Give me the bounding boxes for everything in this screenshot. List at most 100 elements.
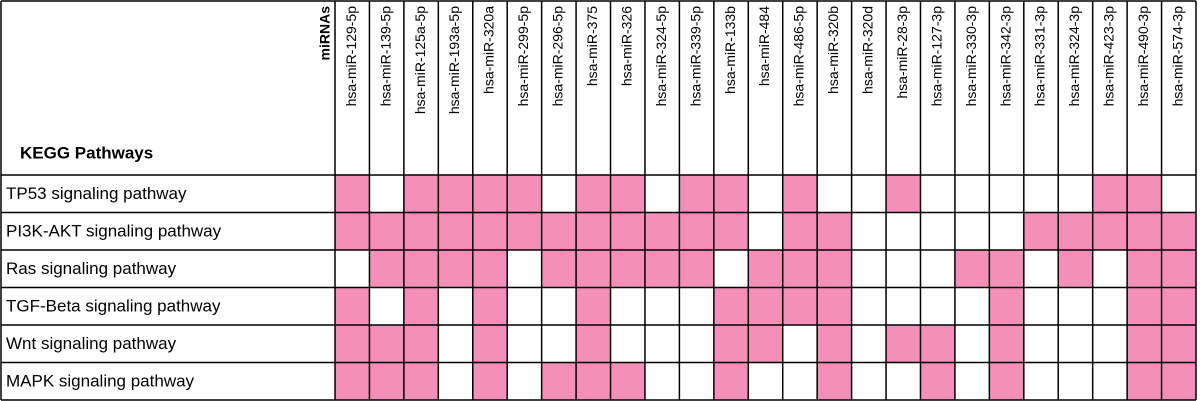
cell xyxy=(1092,325,1128,363)
cell xyxy=(851,212,887,250)
cell xyxy=(748,325,783,363)
cell xyxy=(610,287,645,325)
cell xyxy=(1161,362,1196,400)
cell xyxy=(335,362,370,400)
column-label: hsa-miR-320d xyxy=(860,6,876,94)
cell xyxy=(1058,250,1093,288)
cell xyxy=(576,175,611,213)
cell xyxy=(472,212,508,250)
cell xyxy=(438,362,473,400)
column-label: hsa-miR-375 xyxy=(584,6,600,86)
cell xyxy=(817,325,852,363)
cell xyxy=(438,287,473,325)
cell xyxy=(1161,250,1196,288)
cell xyxy=(713,250,749,288)
cell xyxy=(610,362,645,400)
cell xyxy=(1127,175,1162,213)
cell xyxy=(817,250,852,288)
column-label: hsa-miR-299-5p xyxy=(515,6,531,107)
cell xyxy=(817,287,852,325)
cell xyxy=(541,362,577,400)
cell xyxy=(335,212,370,250)
cell xyxy=(369,250,404,288)
cell xyxy=(576,287,611,325)
cell xyxy=(576,250,611,288)
cell xyxy=(886,250,921,288)
cell xyxy=(507,325,542,363)
cell xyxy=(886,287,921,325)
cell xyxy=(1023,212,1059,250)
cell xyxy=(507,362,542,400)
cell xyxy=(748,287,783,325)
cell xyxy=(920,212,955,250)
cell xyxy=(576,212,611,250)
cell xyxy=(472,362,508,400)
column-label: hsa-miR-324-5p xyxy=(653,6,669,107)
cell xyxy=(541,212,577,250)
column-label: hsa-miR-324-3p xyxy=(1066,6,1082,107)
cell xyxy=(576,325,611,363)
cell xyxy=(989,287,1024,325)
cell xyxy=(1058,362,1093,400)
column-label: hsa-miR-125a-5p xyxy=(412,6,428,114)
cell xyxy=(1058,175,1093,213)
column-label: hsa-miR-342-3p xyxy=(997,6,1013,107)
cell xyxy=(989,212,1024,250)
cell xyxy=(886,325,921,363)
cell xyxy=(989,362,1024,400)
cell xyxy=(782,287,818,325)
cell xyxy=(1161,325,1196,363)
cell xyxy=(886,362,921,400)
cell xyxy=(438,325,473,363)
cell xyxy=(1092,175,1128,213)
cell xyxy=(369,325,404,363)
cell xyxy=(748,175,783,213)
cell xyxy=(335,287,370,325)
cell xyxy=(507,212,542,250)
cell xyxy=(1058,325,1093,363)
column-label: hsa-miR-193a-5p xyxy=(446,6,462,114)
column-label: hsa-miR-320a xyxy=(481,6,497,94)
row-label: PI3K-AKT signaling pathway xyxy=(6,222,222,241)
row-label: Ras signaling pathway xyxy=(6,259,177,278)
cell xyxy=(610,250,645,288)
cell xyxy=(920,175,955,213)
cell xyxy=(954,325,990,363)
cell xyxy=(438,212,473,250)
cell xyxy=(989,250,1024,288)
cell xyxy=(851,287,887,325)
cell xyxy=(1092,362,1128,400)
cell xyxy=(886,212,921,250)
cell xyxy=(817,212,852,250)
cell xyxy=(403,175,439,213)
cell xyxy=(679,175,714,213)
cell xyxy=(920,287,955,325)
column-label: hsa-miR-326 xyxy=(618,6,634,86)
cell xyxy=(1127,212,1162,250)
row-label: Wnt signaling pathway xyxy=(6,334,177,353)
cell xyxy=(1058,212,1093,250)
cell xyxy=(679,287,714,325)
cell xyxy=(403,325,439,363)
cell xyxy=(541,175,577,213)
cell xyxy=(438,175,473,213)
column-label: hsa-miR-320b xyxy=(825,6,841,94)
row-label: MAPK signaling pathway xyxy=(6,372,195,391)
cell xyxy=(1092,250,1128,288)
cell xyxy=(610,175,645,213)
column-label: hsa-miR-28-3p xyxy=(894,6,910,99)
cell xyxy=(335,175,370,213)
cell xyxy=(817,362,852,400)
column-label: hsa-miR-330-3p xyxy=(963,6,979,107)
cell xyxy=(1161,175,1196,213)
cell xyxy=(472,287,508,325)
column-label: hsa-miR-339-5p xyxy=(687,6,703,107)
cell xyxy=(403,250,439,288)
column-label: hsa-miR-574-3p xyxy=(1169,6,1185,107)
cell xyxy=(748,212,783,250)
cell xyxy=(541,325,577,363)
cell xyxy=(610,325,645,363)
cell xyxy=(713,287,749,325)
cell xyxy=(644,175,680,213)
cell xyxy=(954,250,990,288)
